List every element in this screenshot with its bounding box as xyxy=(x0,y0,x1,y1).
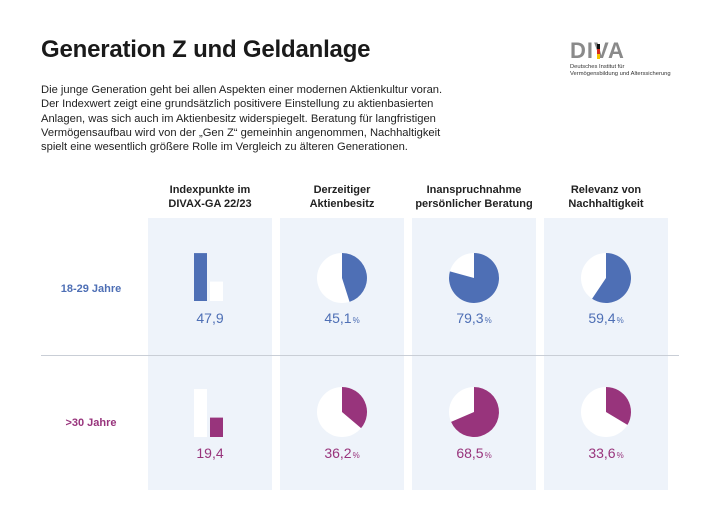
value-number: 36,2 xyxy=(324,445,352,461)
value-old-aktienbesitz: 36,2% xyxy=(280,445,404,461)
row-label-young: 18-29 Jahre xyxy=(60,283,122,295)
index-bar-old-old xyxy=(210,417,223,437)
value-unit: % xyxy=(352,316,360,325)
german-flag-icon xyxy=(597,44,600,59)
pie-slice-old-2 xyxy=(451,387,500,438)
intro-text: Die junge Generation geht bei allen Aspe… xyxy=(41,84,443,154)
panel-index xyxy=(148,218,272,490)
pie-slice-young-3 xyxy=(592,253,632,303)
page-title: Generation Z und Geldanlage xyxy=(41,36,371,63)
logo-subtitle: Deutsches Institut für Vermögensbildung … xyxy=(570,64,680,78)
value-young-beratung: 79,3% xyxy=(412,310,536,326)
logo-word: DIVA xyxy=(570,40,680,62)
column-header-line: Nachhaltigkeit xyxy=(568,197,644,210)
value-old-nachhaltigkeit: 33,6% xyxy=(544,445,668,461)
row-divider xyxy=(41,355,679,356)
logo-subtitle-line1: Deutsches Institut für xyxy=(570,64,625,70)
value-unit: % xyxy=(352,451,360,460)
column-header-line: Inanspruchnahme xyxy=(426,184,522,196)
column-header-line: Derzeitiger xyxy=(313,184,371,196)
value-number: 19,4 xyxy=(196,445,224,461)
value-number: 47,9 xyxy=(196,310,224,326)
value-number: 33,6 xyxy=(588,445,616,461)
value-number: 79,3 xyxy=(456,310,484,326)
value-unit: % xyxy=(484,316,492,325)
value-young-aktienbesitz: 45,1% xyxy=(280,310,404,326)
column-header-beratung: Inanspruchnahme persönlicher Beratung xyxy=(399,184,549,211)
row-label-old: >30 Jahre xyxy=(65,417,117,429)
pie-slice-young-2 xyxy=(449,253,500,303)
value-old-beratung: 68,5% xyxy=(412,445,536,461)
diva-logo: DIVA Deutsches Institut für Vermögensbil… xyxy=(570,40,680,78)
value-number: 59,4 xyxy=(588,310,616,326)
column-header-line: Relevanz von xyxy=(570,184,642,196)
column-header-line: Aktienbesitz xyxy=(309,197,375,210)
column-header-index: Indexpunkte im DIVAX-GA 22/23 xyxy=(135,184,285,211)
value-number: 68,5 xyxy=(456,445,484,461)
column-header-line: DIVAX-GA 22/23 xyxy=(168,197,252,210)
logo-subtitle-line2: Vermögensbildung und Alterssicherung xyxy=(570,71,671,77)
value-unit: % xyxy=(616,316,624,325)
column-header-line: Indexpunkte im xyxy=(169,184,251,196)
column-header-nachhaltigkeit: Relevanz von Nachhaltigkeit xyxy=(531,184,681,211)
value-number: 45,1 xyxy=(324,310,352,326)
pie-slice-old-3 xyxy=(606,387,632,425)
column-header-line: persönlicher Beratung xyxy=(415,197,533,210)
index-bar-young-young xyxy=(194,253,207,301)
value-young-index: 47,9 xyxy=(148,310,272,326)
index-bar-young-old xyxy=(210,281,223,301)
value-unit: % xyxy=(484,451,492,460)
value-old-index: 19,4 xyxy=(148,445,272,461)
pie-slice-old-1 xyxy=(342,387,368,429)
column-header-aktienbesitz: Derzeitiger Aktienbesitz xyxy=(267,184,417,211)
pie-slice-young-1 xyxy=(342,253,367,302)
value-young-nachhaltigkeit: 59,4% xyxy=(544,310,668,326)
index-bar-old-young xyxy=(194,389,207,437)
value-unit: % xyxy=(616,451,624,460)
